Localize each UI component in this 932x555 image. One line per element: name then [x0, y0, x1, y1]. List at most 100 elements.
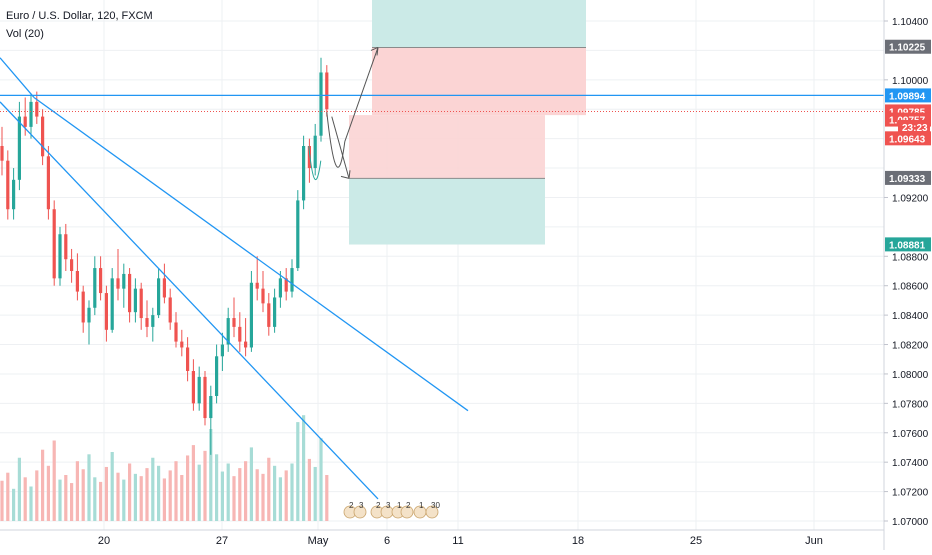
price-tick-label: 1.07200 [892, 488, 929, 499]
legend: Euro / U.S. Dollar, 120, FXCM Vol (20) [6, 7, 153, 43]
projection-arrow-up [344, 47, 379, 142]
volume-bar [139, 476, 143, 521]
time-tick-label: 11 [452, 535, 463, 547]
projection-path [326, 112, 346, 168]
long-position-stop-zone [349, 115, 545, 179]
volume-bar [215, 454, 219, 521]
volume-bar [23, 477, 27, 521]
volume-bar [191, 445, 195, 521]
volume-bar [290, 463, 294, 521]
candle-body [220, 344, 224, 357]
volume-bar [99, 481, 103, 521]
price-tick-label: 1.07800 [892, 399, 929, 410]
volume-bar [313, 466, 317, 521]
volume-bar [244, 461, 248, 521]
candle-body [6, 160, 10, 210]
event-marker-label: 1 [419, 501, 424, 510]
candle-body [75, 271, 79, 292]
event-marker-label: 3 [386, 501, 391, 510]
event-marker [425, 505, 439, 519]
candle-body [23, 116, 27, 127]
event-marker-label: 30 [431, 501, 440, 510]
candle-body [29, 101, 33, 127]
time-tick-label: 18 [572, 535, 584, 547]
volume-bar [197, 464, 201, 521]
candle-body [215, 356, 219, 396]
volume-bar [145, 468, 149, 521]
time-tick-label: 27 [216, 535, 228, 547]
price-label-text: 1.08881 [889, 240, 926, 251]
price-tick-label: 1.08800 [892, 252, 929, 263]
candle-body [238, 326, 242, 342]
volume-bar [64, 475, 68, 521]
candle-body [209, 396, 213, 419]
candle-body [267, 303, 271, 327]
candle-body [70, 259, 74, 271]
volume-bar [17, 457, 21, 521]
volume-bar [52, 440, 56, 521]
candle-body [17, 116, 21, 180]
time-tick-label: 25 [690, 535, 702, 547]
volume-bar [203, 450, 207, 521]
candle-body [87, 307, 91, 323]
candle-body [41, 116, 45, 157]
short-position-target-zone [372, 0, 586, 48]
volume-bar [168, 470, 172, 521]
volume-bar [12, 488, 16, 521]
candle-body [174, 322, 178, 342]
short-position-stop-zone [372, 47, 586, 116]
volume-bar [302, 415, 306, 521]
volume-bar [70, 483, 74, 521]
price-tick-label: 1.10400 [892, 17, 929, 28]
candle-body [307, 146, 311, 169]
volume-bar [278, 477, 282, 521]
time-tick-label: May [308, 535, 329, 547]
candle-body [122, 273, 126, 289]
volume-bar [93, 477, 97, 521]
volume-bar [110, 452, 114, 521]
volume-bar [226, 463, 230, 521]
volume-bar [261, 473, 265, 521]
volume-bar [0, 480, 4, 521]
volume-bar [75, 461, 79, 521]
price-label-tag [885, 131, 931, 146]
candle-body [110, 278, 114, 330]
price-tick-label: 1.08000 [892, 370, 929, 381]
candle-body [191, 371, 195, 404]
price-tick-label: 1.09200 [892, 193, 929, 204]
candle-body [249, 282, 253, 348]
price-tick-label: 1.08400 [892, 311, 929, 322]
candle-body [157, 278, 161, 316]
volume-bar [325, 475, 329, 521]
candle-body [64, 234, 68, 260]
volume-bar [296, 422, 300, 521]
candle-body [325, 72, 329, 110]
volume-bar [162, 478, 166, 521]
volume-bar [284, 470, 288, 521]
volume-bar [151, 457, 155, 521]
price-label-tag [885, 88, 931, 103]
volume-bar [122, 479, 126, 521]
price-label-text: 23:23 [902, 123, 928, 134]
arrow-head-down [340, 170, 351, 179]
candle-body [278, 278, 282, 298]
price-label-text: 1.10225 [889, 43, 926, 54]
volume-bar [41, 449, 45, 521]
volume-bar [6, 472, 10, 521]
candle-body [296, 200, 300, 269]
volume-bar [220, 471, 224, 521]
volume-bar [273, 465, 277, 521]
volume-bar [128, 463, 132, 521]
event-marker [353, 505, 367, 519]
volume-bar [180, 475, 184, 521]
price-label-tag [885, 39, 931, 54]
price-tick-label: 1.07600 [892, 429, 929, 440]
volume-bar [232, 476, 236, 521]
volume-bar [46, 465, 50, 521]
trendline [33, 96, 469, 412]
candle-body [261, 288, 265, 304]
volume-bar [186, 455, 190, 521]
volume-bar [29, 486, 33, 521]
